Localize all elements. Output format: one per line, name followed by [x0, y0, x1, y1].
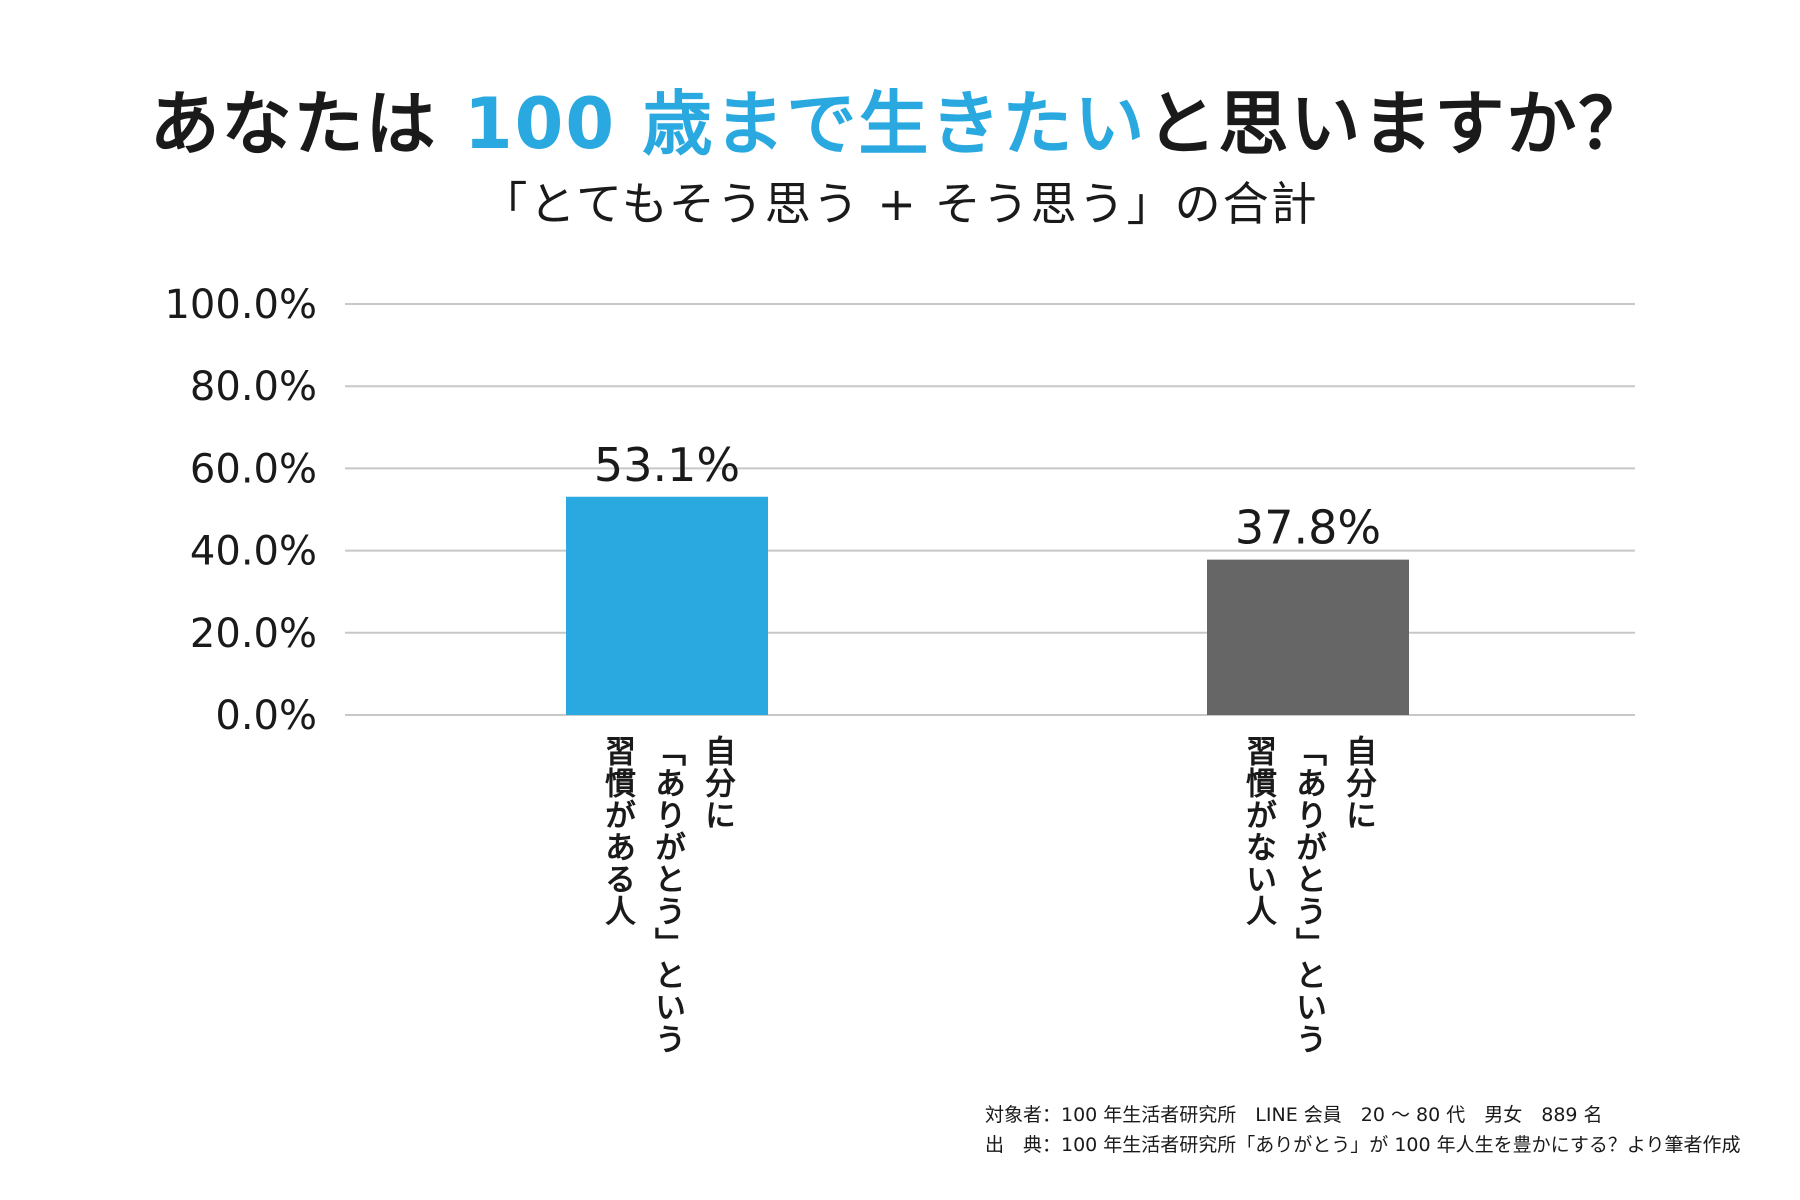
- y-tick-label: 40.0%: [190, 529, 317, 575]
- chart-title-suffix: と思いますか？: [1146, 83, 1651, 165]
- x-category-label-line: 自分に: [1340, 735, 1376, 831]
- y-tick-label: 100.0%: [164, 282, 317, 328]
- x-category-label-line: 習慣がある人: [599, 735, 635, 927]
- y-tick-label: 60.0%: [190, 446, 317, 492]
- y-tick-label: 0.0%: [215, 693, 317, 739]
- x-category-label: 自分に 「ありがとう」という 習慣がある人: [592, 735, 742, 1055]
- y-tick-label: 80.0%: [190, 364, 317, 410]
- footnote-source: 出 典：100 年生活者研究所「ありがとう」が 100 年人生を豊かにする？より…: [985, 1134, 1741, 1156]
- bar: [1207, 559, 1409, 715]
- x-category-label-line: 「ありがとう」という: [649, 735, 685, 1055]
- chart-title: あなたは 100 歳まで生きたいと思いますか？: [0, 68, 1800, 169]
- footnote-subjects: 対象者：100 年生活者研究所 LINE 会員 20 ～ 80 代 男女 889…: [985, 1104, 1603, 1126]
- bar: [566, 496, 768, 715]
- x-category-label-line: 「ありがとう」という: [1290, 735, 1326, 1055]
- chart-subtitle: 「とてもそう思う + そう思う」の合計: [481, 177, 1319, 231]
- x-category-label-line: 自分に: [699, 735, 735, 831]
- chart-title-highlight: 100 歳まで生きたい: [463, 83, 1147, 165]
- x-category-label: 自分に 「ありがとう」という 習慣がない人: [1233, 735, 1383, 1055]
- chart-title-prefix: あなたは: [149, 83, 438, 165]
- bar-value-label: 53.1%: [594, 438, 740, 492]
- bar-value-label: 37.8%: [1235, 501, 1381, 555]
- x-category-label-line: 習慣がない人: [1240, 735, 1276, 927]
- y-tick-label: 20.0%: [190, 611, 317, 657]
